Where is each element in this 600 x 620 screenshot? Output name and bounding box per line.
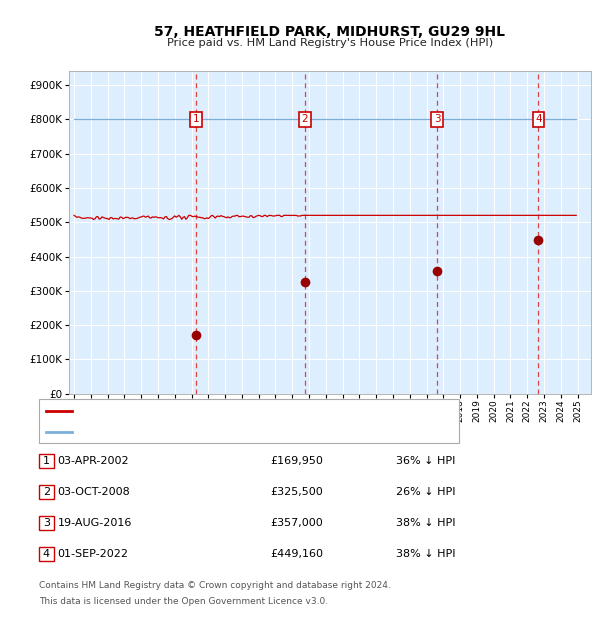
Text: £449,160: £449,160 [270, 549, 323, 559]
Text: This data is licensed under the Open Government Licence v3.0.: This data is licensed under the Open Gov… [39, 597, 328, 606]
Text: Price paid vs. HM Land Registry's House Price Index (HPI): Price paid vs. HM Land Registry's House … [167, 38, 493, 48]
Text: 4: 4 [535, 114, 542, 125]
Text: 36% ↓ HPI: 36% ↓ HPI [396, 456, 455, 466]
Text: 19-AUG-2016: 19-AUG-2016 [58, 518, 132, 528]
Text: 4: 4 [43, 549, 50, 559]
Text: 03-APR-2002: 03-APR-2002 [58, 456, 129, 466]
Text: 3: 3 [434, 114, 440, 125]
Text: 1: 1 [193, 114, 199, 125]
Text: Contains HM Land Registry data © Crown copyright and database right 2024.: Contains HM Land Registry data © Crown c… [39, 582, 391, 590]
Text: 2: 2 [302, 114, 308, 125]
Text: £325,500: £325,500 [270, 487, 323, 497]
Text: 01-SEP-2022: 01-SEP-2022 [58, 549, 128, 559]
Text: 3: 3 [43, 518, 50, 528]
Text: 57, HEATHFIELD PARK, MIDHURST, GU29 9HL (detached house): 57, HEATHFIELD PARK, MIDHURST, GU29 9HL … [77, 406, 388, 416]
Text: 1: 1 [43, 456, 50, 466]
Text: £169,950: £169,950 [270, 456, 323, 466]
Text: 38% ↓ HPI: 38% ↓ HPI [396, 549, 455, 559]
Text: 2: 2 [43, 487, 50, 497]
Text: 26% ↓ HPI: 26% ↓ HPI [396, 487, 455, 497]
Text: 03-OCT-2008: 03-OCT-2008 [58, 487, 130, 497]
Text: £357,000: £357,000 [270, 518, 323, 528]
Text: 38% ↓ HPI: 38% ↓ HPI [396, 518, 455, 528]
Text: 57, HEATHFIELD PARK, MIDHURST, GU29 9HL: 57, HEATHFIELD PARK, MIDHURST, GU29 9HL [155, 25, 505, 39]
Text: HPI: Average price, detached house, Chichester: HPI: Average price, detached house, Chic… [77, 427, 310, 437]
